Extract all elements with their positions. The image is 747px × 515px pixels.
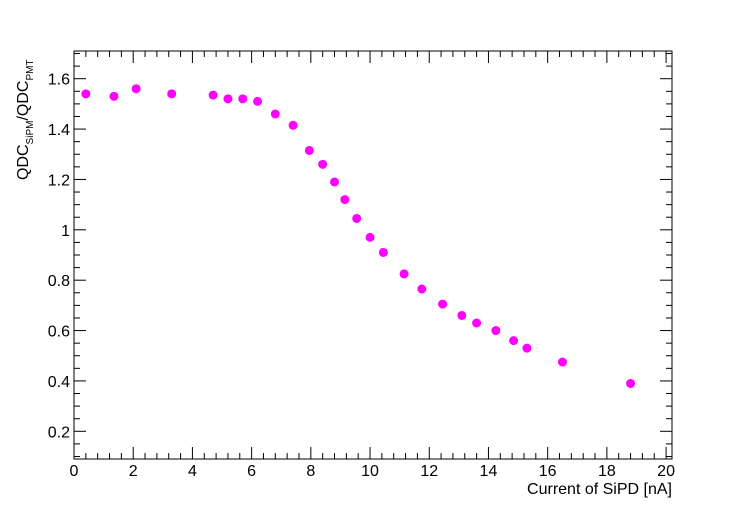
data-point — [131, 84, 141, 94]
y-tick-label: 0.2 — [48, 424, 70, 441]
x-tick-label: 4 — [188, 463, 197, 480]
data-point — [167, 89, 177, 99]
data-point — [557, 357, 567, 367]
data-point — [223, 94, 233, 104]
y-tick-label: 1.6 — [48, 72, 70, 89]
data-point — [208, 90, 218, 100]
data-point — [509, 336, 519, 346]
y-label-separator: / — [15, 116, 32, 121]
y-label-qdc-2: QDC — [15, 81, 32, 117]
data-point — [457, 310, 467, 320]
x-tick-label: 20 — [657, 463, 675, 480]
data-points — [81, 84, 636, 388]
data-point — [472, 318, 482, 328]
x-tick-label: 0 — [70, 463, 79, 480]
y-label-sub-pmt: PMT — [25, 59, 36, 80]
axis-ticks — [73, 51, 672, 459]
data-point — [340, 195, 350, 205]
data-point — [438, 299, 448, 309]
plot-frame — [73, 50, 673, 460]
x-axis-label: Current of SiPD [nA] — [527, 481, 672, 498]
data-point — [318, 159, 328, 169]
y-tick-label: 0.4 — [48, 374, 70, 391]
data-point — [522, 343, 532, 353]
y-tick-label: 0.6 — [48, 324, 70, 341]
y-label-qdc-1: QDC — [15, 144, 32, 180]
data-point — [253, 96, 263, 106]
data-point — [81, 89, 91, 99]
y-axis-label: QDCSiPM/QDCPMT — [15, 59, 36, 180]
y-tick-label: 1 — [61, 223, 70, 240]
y-label-sub-sipm: SiPM — [25, 121, 36, 145]
x-tick-label: 18 — [598, 463, 616, 480]
y-tick-label: 0.8 — [48, 273, 70, 290]
data-point — [378, 247, 388, 257]
data-point — [109, 91, 119, 101]
data-point — [491, 326, 501, 336]
data-point — [365, 232, 375, 242]
x-tick-label: 10 — [361, 463, 379, 480]
data-point — [304, 145, 314, 155]
data-point — [270, 109, 280, 119]
data-point — [417, 284, 427, 294]
x-tick-label: 2 — [129, 463, 138, 480]
data-point — [330, 177, 340, 187]
y-tick-label: 1.2 — [48, 172, 70, 189]
y-tick-labels: 0.2 0.4 0.6 0.8 1 1.2 1.4 1.6 — [48, 72, 70, 442]
x-tick-label: 14 — [480, 463, 498, 480]
y-tick-label: 1.4 — [48, 122, 70, 139]
x-tick-label: 6 — [247, 463, 256, 480]
data-point — [626, 378, 636, 388]
x-tick-label: 16 — [539, 463, 557, 480]
data-point — [288, 120, 298, 130]
x-tick-label: 12 — [420, 463, 438, 480]
data-point — [238, 94, 248, 104]
data-point — [399, 269, 409, 279]
x-tick-label: 8 — [306, 463, 315, 480]
data-point — [352, 213, 362, 223]
x-tick-labels: 0 2 4 6 8 10 12 14 16 18 20 — [70, 463, 676, 480]
